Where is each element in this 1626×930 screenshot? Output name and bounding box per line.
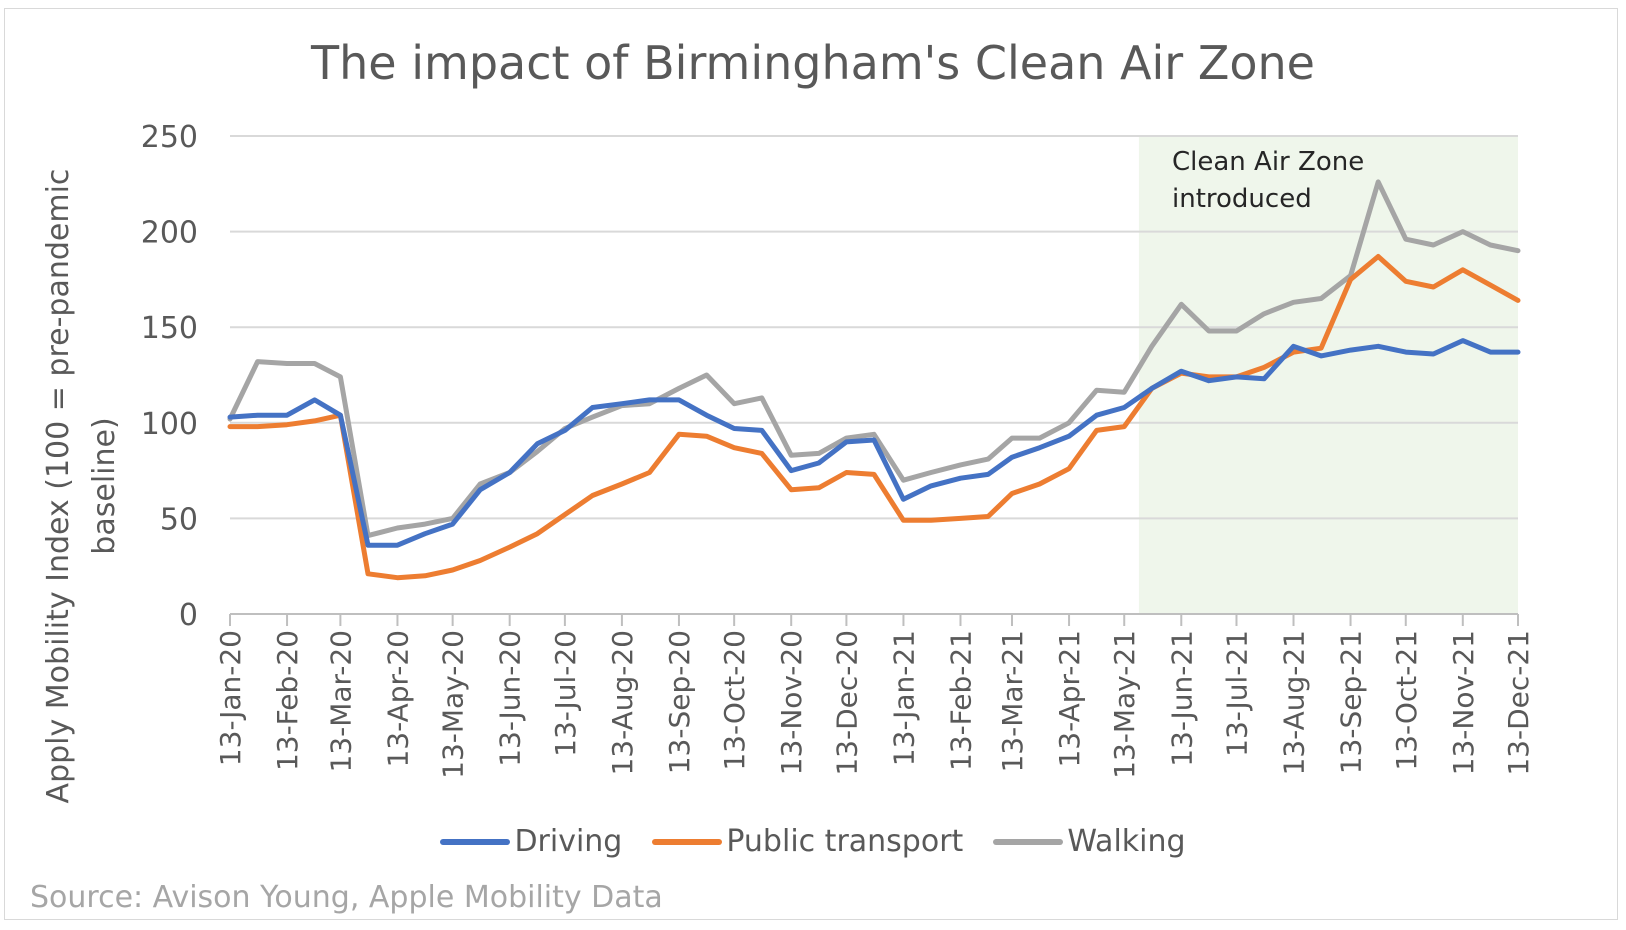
x-tick-label: 13-Dec-21 (1502, 630, 1535, 776)
y-tick-label: 50 (160, 502, 198, 537)
series-line-walking (227, 179, 1521, 539)
x-tick-label: 13-Nov-20 (775, 630, 808, 775)
x-tick-label: 13-Jul-21 (1220, 630, 1253, 757)
x-tick-label: 13-Jul-20 (549, 630, 582, 757)
x-tick-label: 13-Dec-20 (830, 630, 863, 776)
legend-item-walking: Walking (993, 824, 1186, 859)
x-tick-label: 13-Oct-20 (718, 630, 751, 771)
legend-swatch-public-transport (652, 838, 723, 845)
y-tick-label: 0 (179, 598, 198, 633)
x-tick-label: 13-Oct-21 (1390, 630, 1423, 771)
y-tick-label: 100 (141, 407, 198, 442)
x-tick-label: 13-Apr-21 (1053, 630, 1086, 768)
series-line-driving (227, 338, 1521, 548)
y-tick-label: 200 (141, 216, 198, 251)
x-tick-label: 13-Apr-20 (381, 630, 414, 768)
legend-swatch-driving (440, 838, 511, 845)
legend-swatch-walking (993, 838, 1064, 845)
x-tick-label: 13-Jan-21 (887, 630, 920, 766)
x-tick-label: 13-Aug-20 (606, 630, 639, 776)
chart-title: The impact of Birmingham's Clean Air Zon… (311, 36, 1315, 90)
x-tick-label: 13-Jan-20 (214, 630, 247, 766)
x-tick-label: 13-May-21 (1108, 630, 1141, 779)
x-tick-label: 13-Jun-20 (494, 630, 527, 767)
x-tick-label: 13-May-20 (437, 630, 470, 779)
x-tick-label: 13-Aug-21 (1278, 630, 1311, 776)
x-tick-label: 13-Sep-20 (663, 630, 696, 774)
source-note: Source: Avison Young, Apple Mobility Dat… (30, 880, 663, 915)
legend: Driving Public transport Walking (0, 824, 1626, 859)
legend-label-walking: Walking (1067, 824, 1186, 859)
legend-item-public-transport: Public transport (652, 824, 963, 859)
y-tick-label: 250 (141, 120, 198, 155)
y-tick-label: 150 (141, 311, 198, 346)
x-tick-label: 13-Sep-21 (1335, 630, 1368, 774)
x-tick-label: 13-Jun-21 (1165, 630, 1198, 767)
x-tick-label: 13-Feb-21 (944, 630, 977, 771)
x-tick-label: 13-Feb-20 (271, 630, 304, 771)
legend-label-driving: Driving (514, 824, 623, 859)
legend-item-driving: Driving (440, 824, 622, 859)
x-tick-label: 13-Mar-20 (324, 630, 357, 773)
annotation-text: Clean Air Zone (1172, 147, 1364, 177)
annotation-text: introduced (1172, 184, 1312, 214)
x-tick-label: 13-Mar-21 (996, 630, 1029, 773)
legend-label-public-transport: Public transport (726, 824, 964, 859)
x-tick-label: 13-Nov-21 (1447, 630, 1480, 775)
